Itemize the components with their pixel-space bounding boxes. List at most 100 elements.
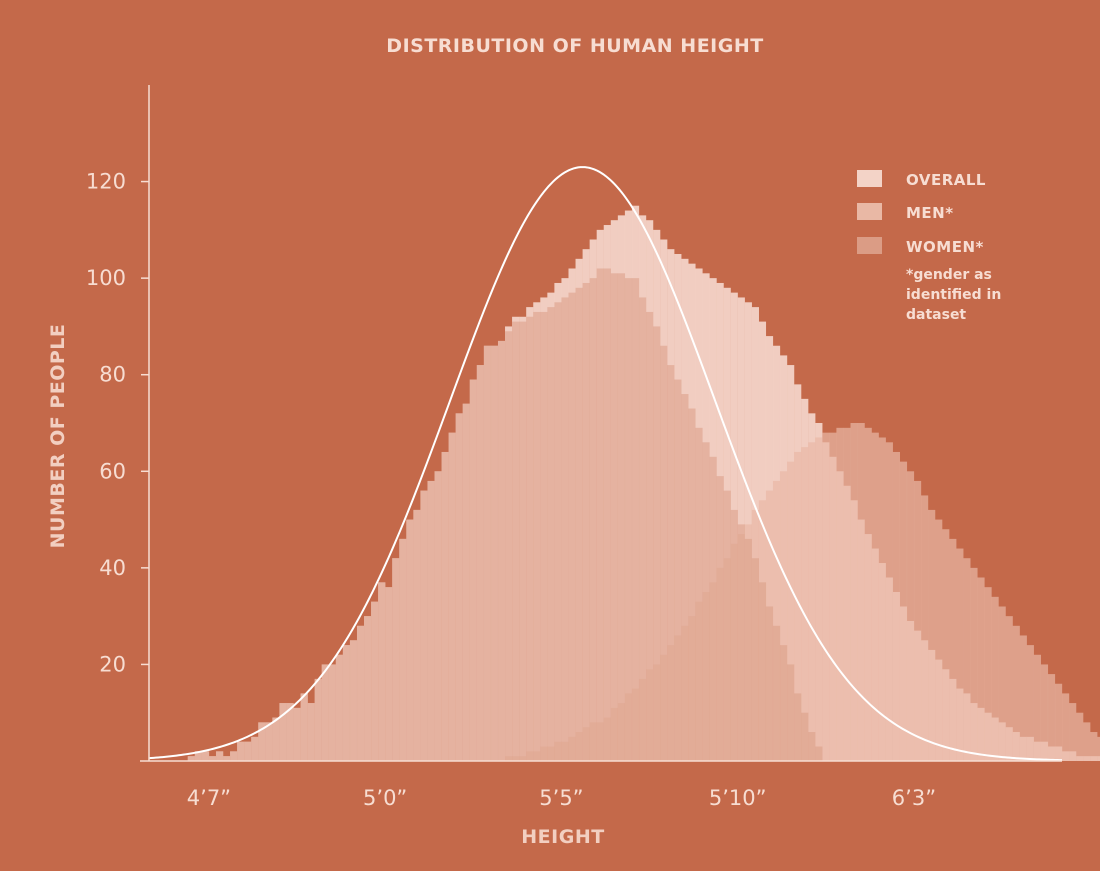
histogram-bar bbox=[1005, 616, 1013, 761]
histogram-bar bbox=[505, 331, 513, 761]
x-axis-label: HEIGHT bbox=[521, 826, 604, 848]
histogram-bar bbox=[554, 302, 562, 761]
histogram-bar bbox=[399, 538, 407, 761]
chart-title: DISTRIBUTION OF HUMAN HEIGHT bbox=[386, 35, 763, 57]
histogram-bar bbox=[660, 345, 668, 761]
histogram-bar bbox=[335, 654, 344, 761]
histogram-bar bbox=[737, 524, 745, 761]
histogram-bar bbox=[201, 751, 210, 761]
histogram-bar bbox=[928, 509, 936, 761]
histogram-bar bbox=[779, 471, 788, 761]
histogram-bar bbox=[829, 432, 837, 761]
histogram-bar bbox=[1069, 703, 1077, 761]
x-tick-label: 5’0” bbox=[363, 786, 407, 810]
histogram-bar bbox=[942, 529, 950, 761]
histogram-bar bbox=[815, 746, 823, 761]
x-tick-label: 5’10” bbox=[709, 786, 767, 810]
histogram-bar bbox=[293, 707, 301, 761]
legend-swatch-women bbox=[857, 237, 882, 254]
histogram-bar bbox=[808, 732, 816, 761]
histogram-bar bbox=[843, 427, 851, 761]
histogram-bar bbox=[688, 408, 696, 761]
histogram-bars bbox=[187, 205, 1100, 762]
histogram-bar bbox=[899, 461, 908, 761]
histogram-bar bbox=[413, 509, 421, 761]
histogram-bar bbox=[258, 722, 266, 761]
histogram-bar bbox=[808, 442, 816, 761]
histogram-bar bbox=[984, 587, 992, 761]
histogram-bar bbox=[1026, 645, 1034, 761]
histogram-bar bbox=[364, 616, 372, 761]
y-tick-label: 100 bbox=[86, 266, 126, 290]
histogram-bar bbox=[448, 432, 456, 761]
histogram-bar bbox=[646, 311, 654, 761]
histogram-bar bbox=[998, 606, 1006, 761]
histogram-bar bbox=[476, 365, 485, 761]
histogram-bar bbox=[208, 756, 217, 761]
legend-label-overall: OVERALL bbox=[906, 171, 986, 189]
histogram-bar bbox=[187, 756, 195, 761]
histogram-bar bbox=[1033, 654, 1041, 761]
y-tick-label: 80 bbox=[99, 363, 126, 387]
x-tick-label: 4’7” bbox=[187, 786, 231, 810]
histogram-bar bbox=[497, 340, 506, 761]
histogram-bar bbox=[970, 567, 978, 761]
x-tick-label: 6’3” bbox=[892, 786, 936, 810]
histogram-bar bbox=[378, 582, 386, 761]
y-axis-ticks: 20 40 60 80 100 120 bbox=[86, 170, 149, 676]
legend-swatch-men bbox=[857, 203, 882, 220]
histogram-bar bbox=[321, 664, 329, 761]
histogram-bar bbox=[455, 413, 463, 761]
histogram-bar bbox=[279, 703, 287, 761]
histogram-bar bbox=[836, 427, 844, 761]
histogram-bar bbox=[1090, 732, 1098, 761]
histogram-bar bbox=[963, 558, 971, 761]
histogram-bar bbox=[794, 693, 802, 761]
histogram-bar bbox=[490, 345, 499, 761]
histogram-bar bbox=[667, 365, 675, 761]
normal-fit-curve bbox=[148, 166, 1063, 762]
histogram-bar bbox=[801, 712, 809, 761]
histogram-bar bbox=[272, 717, 280, 761]
histogram-bar bbox=[956, 548, 964, 761]
histogram-bar bbox=[427, 480, 435, 761]
histogram-bar bbox=[547, 307, 555, 761]
histogram-bar bbox=[483, 345, 492, 761]
histogram-bar bbox=[434, 471, 442, 761]
histogram-bar bbox=[526, 316, 534, 761]
y-tick-label: 120 bbox=[86, 170, 126, 194]
legend: OVERALL MEN* WOMEN* *gender as identifie… bbox=[857, 170, 1001, 323]
histogram-bar bbox=[744, 538, 752, 761]
histogram-bar bbox=[349, 640, 358, 761]
histogram-bar bbox=[1076, 712, 1084, 761]
histogram-bar bbox=[892, 451, 900, 761]
x-axis-ticks: 4’7” 5’0” 5’5” 5’10” 6’3” bbox=[187, 786, 936, 810]
histogram-bar bbox=[194, 751, 203, 761]
y-tick-label: 40 bbox=[99, 556, 126, 580]
histogram-bar bbox=[392, 558, 400, 761]
histogram-bar bbox=[624, 278, 633, 761]
histogram-bar bbox=[519, 321, 527, 761]
histogram-bar bbox=[1012, 625, 1020, 761]
histogram-bar bbox=[772, 480, 781, 761]
histogram-bar bbox=[765, 606, 774, 761]
histogram-bar bbox=[857, 423, 865, 761]
histogram-bar bbox=[582, 282, 590, 761]
histogram-bar bbox=[906, 471, 915, 761]
histogram-bar bbox=[265, 722, 273, 761]
histogram-bar bbox=[596, 268, 604, 761]
histogram-bar bbox=[385, 587, 393, 761]
legend-note-line-1: *gender as bbox=[906, 267, 992, 283]
histogram-bar bbox=[850, 423, 858, 761]
histogram-bar bbox=[702, 442, 710, 761]
histogram-bar bbox=[251, 736, 259, 761]
histogram-bar bbox=[286, 703, 294, 761]
histogram-bar bbox=[631, 278, 640, 761]
histogram-bar bbox=[215, 751, 224, 761]
histogram-bar bbox=[653, 326, 661, 761]
legend-swatch-overall bbox=[857, 170, 882, 187]
histogram-bar bbox=[921, 495, 929, 761]
histogram-bar bbox=[1062, 693, 1070, 761]
histogram-bar bbox=[540, 311, 548, 761]
histogram-bar bbox=[1040, 664, 1049, 761]
